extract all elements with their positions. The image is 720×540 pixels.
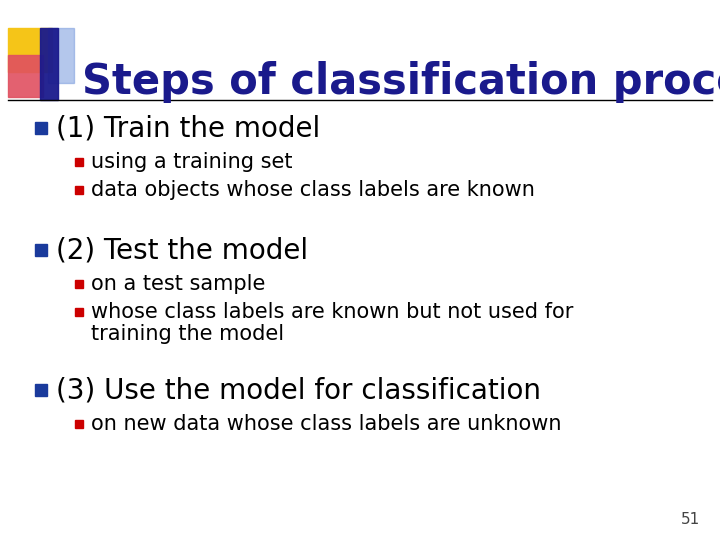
Text: Steps of classification process: Steps of classification process — [82, 61, 720, 103]
Text: on a test sample: on a test sample — [91, 274, 266, 294]
Bar — [75, 158, 83, 166]
Text: data objects whose class labels are known: data objects whose class labels are know… — [91, 180, 535, 200]
Text: on new data whose class labels are unknown: on new data whose class labels are unkno… — [91, 414, 562, 434]
Bar — [75, 308, 83, 316]
Bar — [35, 244, 47, 256]
Bar — [75, 186, 83, 194]
Bar — [8, 55, 43, 97]
Bar — [75, 420, 83, 428]
Bar — [48, 28, 74, 83]
Text: 51: 51 — [680, 512, 700, 527]
Text: training the model: training the model — [91, 324, 284, 344]
Text: (2) Test the model: (2) Test the model — [56, 236, 308, 264]
Bar — [40, 28, 58, 100]
Bar — [35, 384, 47, 396]
Bar — [35, 122, 47, 134]
Bar — [75, 280, 83, 288]
Text: whose class labels are known but not used for: whose class labels are known but not use… — [91, 302, 573, 322]
Bar — [8, 28, 52, 72]
Text: (1) Train the model: (1) Train the model — [56, 114, 320, 142]
Text: using a training set: using a training set — [91, 152, 292, 172]
Text: (3) Use the model for classification: (3) Use the model for classification — [56, 376, 541, 404]
